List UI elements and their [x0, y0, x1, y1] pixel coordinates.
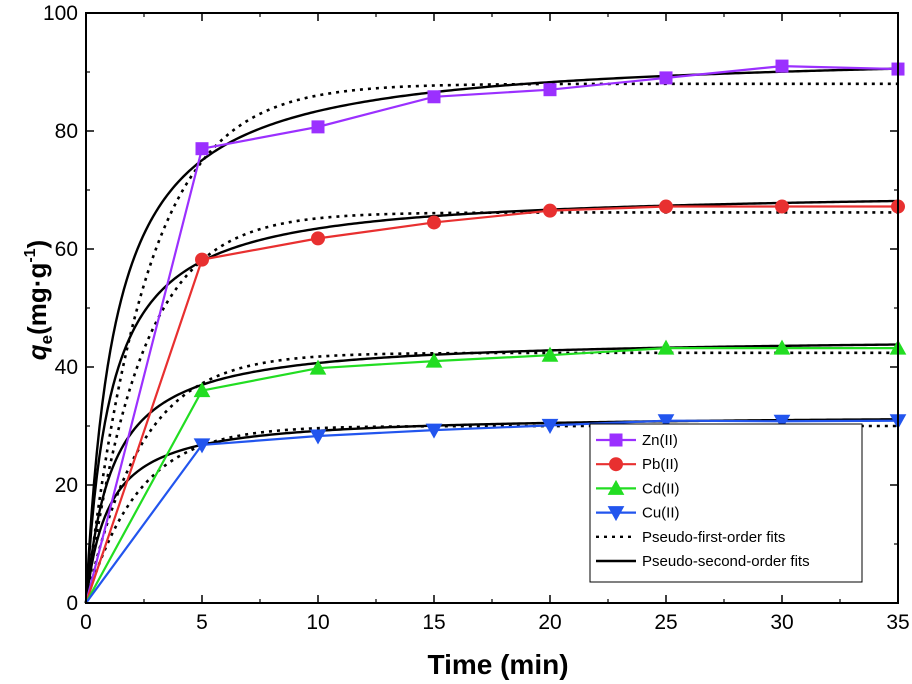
- series-line-znii: [84, 64, 899, 604]
- series-line-cdii: [85, 347, 898, 604]
- data-point-pbii: [775, 199, 789, 214]
- y-tick-label: 40: [55, 356, 78, 379]
- data-point-pbii: [195, 252, 209, 267]
- legend-label-cdii: Cd(II): [642, 480, 680, 497]
- data-point-cdii: [425, 352, 443, 368]
- y-tick-label: 60: [55, 238, 78, 261]
- y-axis-title-q: q: [22, 344, 52, 360]
- legend-box: [589, 423, 863, 583]
- data-point-znii: [775, 59, 789, 73]
- x-tick-label: 0: [80, 611, 92, 634]
- y-axis-title-sup: -1: [22, 248, 39, 262]
- fit-curves: [84, 67, 899, 604]
- data-point-pbii: [659, 199, 673, 214]
- data-point-cdii: [773, 339, 791, 355]
- data-point-cuii: [773, 414, 791, 430]
- data-point-znii: [659, 71, 673, 85]
- y-tick-label: 0: [66, 592, 78, 615]
- data-point-cdii: [541, 346, 559, 362]
- legend-label-pfo: Pseudo-first-order fits: [642, 529, 785, 546]
- data-point-cdii: [309, 359, 327, 375]
- x-axis-title: Time (min): [427, 649, 568, 680]
- series-znii: [84, 59, 905, 604]
- y-tick-label: 20: [55, 474, 78, 497]
- legend-marker-cdii: [607, 479, 625, 495]
- data-point-pbii: [311, 231, 325, 246]
- data-point-pbii: [427, 215, 441, 230]
- legend-marker-cuii: [607, 506, 625, 522]
- x-tick-label: 15: [422, 611, 445, 634]
- legend-marker-pbii: [609, 457, 623, 472]
- y-tick-label: 100: [43, 2, 78, 25]
- x-tick-label: 10: [306, 611, 329, 634]
- tick-labels: 0 5 10 15 20 25 30 35 0 20 40 60 80 100: [43, 2, 910, 634]
- x-tick-label: 25: [654, 611, 677, 634]
- data-point-znii: [427, 90, 441, 104]
- data-point-cuii: [541, 418, 559, 434]
- series-cdii: [85, 339, 907, 604]
- plot-frame: [85, 12, 899, 604]
- data-point-cuii: [309, 429, 327, 445]
- y-tick-label: 80: [55, 120, 78, 143]
- y-axis-title-close: ): [22, 240, 52, 249]
- pso-fit-pbii: [84, 199, 899, 604]
- series-line-cuii: [85, 419, 899, 604]
- data-point-cdii: [657, 339, 675, 355]
- series-pbii: [84, 199, 905, 604]
- x-tick-label: 30: [770, 611, 793, 634]
- pfo-fit-znii: [84, 82, 898, 604]
- data-point-cuii: [425, 423, 443, 439]
- data-point-cuii: [657, 414, 675, 430]
- pfo-fit-pbii: [84, 211, 898, 604]
- y-axis-title-unit: (mg·g: [22, 263, 52, 335]
- y-axis-title-sub: e: [37, 335, 56, 344]
- data-point-cuii: [193, 438, 211, 454]
- data-point-znii: [195, 142, 209, 156]
- legend-label-cuii: Cu(II): [642, 505, 680, 522]
- series-line-pbii: [84, 205, 898, 604]
- data-series: [84, 59, 907, 604]
- legend: Zn(II) Pb(II) Cd(II) Cu(II) Pseudo-first-ord…: [589, 423, 863, 583]
- x-tick-label: 5: [196, 611, 208, 634]
- data-point-znii: [543, 83, 557, 97]
- pso-fit-znii: [84, 67, 899, 604]
- series-cuii: [85, 414, 907, 604]
- data-point-cdii: [193, 382, 211, 398]
- legend-label-pbii: Pb(II): [642, 456, 679, 473]
- x-tick-label: 35: [886, 611, 909, 634]
- legend-marker-znii: [609, 433, 623, 447]
- data-point-pbii: [543, 203, 557, 218]
- x-tick-label: 20: [538, 611, 561, 634]
- legend-label-pso: Pseudo-second-order fits: [642, 553, 810, 570]
- svg-text:qe(mg·g-1): qe(mg·g-1): [22, 240, 56, 360]
- y-axis-title: qe(mg·g-1): [22, 240, 56, 360]
- data-point-znii: [311, 120, 325, 134]
- legend-label-znii: Zn(II): [642, 432, 678, 449]
- pso-fit-cdii: [84, 343, 899, 604]
